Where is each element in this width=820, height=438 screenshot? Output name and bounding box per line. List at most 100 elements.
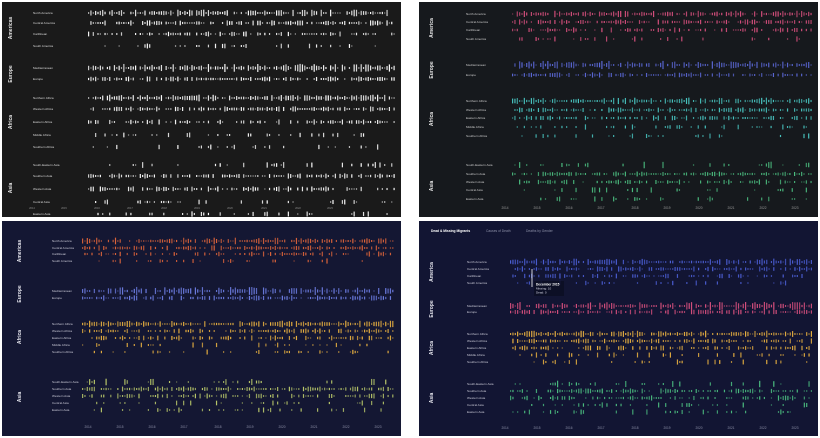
activity-bar[interactable] xyxy=(566,117,568,119)
activity-bar[interactable] xyxy=(218,287,220,295)
activity-bar[interactable] xyxy=(739,29,742,31)
activity-bar[interactable] xyxy=(325,173,327,179)
activity-bar[interactable] xyxy=(685,20,688,24)
activity-bar[interactable] xyxy=(775,11,777,17)
activity-bar[interactable] xyxy=(723,267,726,271)
activity-bar[interactable] xyxy=(212,77,214,81)
activity-bar[interactable] xyxy=(735,311,737,313)
activity-bar[interactable] xyxy=(274,245,276,251)
activity-bar[interactable] xyxy=(721,135,723,137)
activity-bar[interactable] xyxy=(268,33,271,35)
activity-bar[interactable] xyxy=(770,125,772,129)
activity-bar[interactable] xyxy=(549,109,551,111)
activity-bar[interactable] xyxy=(547,389,549,393)
activity-bar[interactable] xyxy=(192,259,194,263)
activity-bar[interactable] xyxy=(294,21,296,25)
activity-bar[interactable] xyxy=(570,62,572,68)
activity-bar[interactable] xyxy=(172,186,174,192)
activity-bar[interactable] xyxy=(372,163,374,167)
activity-bar[interactable] xyxy=(262,251,265,257)
activity-bar[interactable] xyxy=(545,304,547,308)
activity-bar[interactable] xyxy=(100,350,102,354)
activity-bar[interactable] xyxy=(629,28,631,32)
activity-bar[interactable] xyxy=(779,134,782,138)
activity-bar[interactable] xyxy=(290,95,292,101)
activity-bar[interactable] xyxy=(365,175,367,177)
activity-bar[interactable] xyxy=(589,260,592,264)
activity-bar[interactable] xyxy=(284,239,286,243)
activity-bar[interactable] xyxy=(113,65,116,71)
activity-bar[interactable] xyxy=(615,109,617,111)
activity-bar[interactable] xyxy=(309,245,312,251)
activity-bar[interactable] xyxy=(290,107,292,111)
activity-bar[interactable] xyxy=(604,338,606,344)
activity-bar[interactable] xyxy=(285,21,287,25)
activity-bar[interactable] xyxy=(125,121,127,123)
activity-bar[interactable] xyxy=(573,117,575,119)
activity-bar[interactable] xyxy=(648,108,650,112)
activity-bar[interactable] xyxy=(624,19,626,25)
activity-bar[interactable] xyxy=(604,259,606,265)
activity-bar[interactable] xyxy=(704,116,706,120)
activity-bar[interactable] xyxy=(278,96,280,100)
activity-bar[interactable] xyxy=(231,67,233,69)
activity-bar[interactable] xyxy=(638,29,641,31)
activity-bar[interactable] xyxy=(157,408,159,412)
activity-bar[interactable] xyxy=(632,389,634,393)
activity-bar[interactable] xyxy=(566,261,568,263)
activity-bar[interactable] xyxy=(557,380,559,388)
activity-bar[interactable] xyxy=(220,387,222,391)
activity-bar[interactable] xyxy=(184,21,186,25)
activity-bar[interactable] xyxy=(615,180,617,184)
activity-bar[interactable] xyxy=(667,73,669,77)
activity-bar[interactable] xyxy=(709,390,711,392)
activity-bar[interactable] xyxy=(198,175,200,177)
activity-bar[interactable] xyxy=(690,389,693,393)
activity-bar[interactable] xyxy=(653,29,655,31)
activity-bar[interactable] xyxy=(330,201,332,203)
activity-bar[interactable] xyxy=(297,213,299,215)
activity-bar[interactable] xyxy=(225,336,227,340)
activity-bar[interactable] xyxy=(528,409,530,415)
activity-bar[interactable] xyxy=(252,107,254,111)
activity-bar[interactable] xyxy=(709,259,711,265)
activity-bar[interactable] xyxy=(629,173,631,175)
activity-bar[interactable] xyxy=(803,402,805,408)
activity-bar[interactable] xyxy=(250,133,252,137)
activity-bar[interactable] xyxy=(325,12,327,14)
activity-bar[interactable] xyxy=(533,397,535,399)
activity-bar[interactable] xyxy=(549,172,551,176)
activity-bar[interactable] xyxy=(613,196,615,202)
activity-bar[interactable] xyxy=(777,172,779,176)
activity-bar[interactable] xyxy=(641,360,643,364)
activity-bar[interactable] xyxy=(765,20,767,24)
activity-bar[interactable] xyxy=(674,115,676,121)
activity-bar[interactable] xyxy=(156,77,158,81)
activity-bar[interactable] xyxy=(625,347,627,349)
activity-bar[interactable] xyxy=(796,333,798,335)
activity-bar[interactable] xyxy=(768,37,770,41)
activity-bar[interactable] xyxy=(700,63,702,67)
activity-bar[interactable] xyxy=(149,76,151,82)
activity-bar[interactable] xyxy=(660,311,662,313)
activity-bar[interactable] xyxy=(657,74,659,76)
activity-bar[interactable] xyxy=(514,173,516,175)
activity-bar[interactable] xyxy=(191,10,193,16)
activity-bar[interactable] xyxy=(348,97,351,99)
activity-bar[interactable] xyxy=(763,260,765,264)
activity-bar[interactable] xyxy=(132,12,134,14)
activity-bar[interactable] xyxy=(129,337,131,339)
activity-bar[interactable] xyxy=(676,332,679,336)
activity-bar[interactable] xyxy=(594,187,596,193)
activity-bar[interactable] xyxy=(205,200,207,204)
activity-bar[interactable] xyxy=(625,305,627,307)
activity-bar[interactable] xyxy=(704,63,706,67)
activity-bar[interactable] xyxy=(272,240,274,242)
activity-bar[interactable] xyxy=(392,320,394,328)
activity-bar[interactable] xyxy=(172,32,174,36)
activity-bar[interactable] xyxy=(342,239,345,243)
activity-bar[interactable] xyxy=(130,97,132,99)
activity-bar[interactable] xyxy=(641,332,643,336)
activity-bar[interactable] xyxy=(326,258,328,264)
activity-bar[interactable] xyxy=(669,304,671,308)
